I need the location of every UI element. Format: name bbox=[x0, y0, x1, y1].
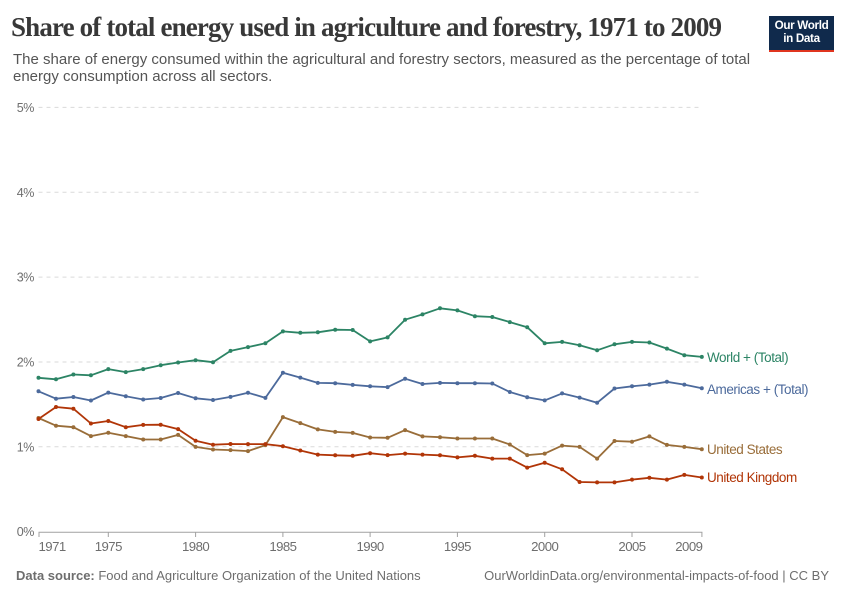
svg-text:2%: 2% bbox=[17, 356, 35, 370]
svg-text:2000: 2000 bbox=[531, 539, 558, 554]
svg-text:1980: 1980 bbox=[182, 539, 209, 554]
svg-text:United States: United States bbox=[707, 442, 783, 457]
svg-text:1990: 1990 bbox=[357, 539, 384, 554]
svg-text:1995: 1995 bbox=[444, 539, 471, 554]
svg-text:4%: 4% bbox=[17, 186, 35, 200]
svg-text:0%: 0% bbox=[17, 525, 35, 539]
svg-text:1975: 1975 bbox=[95, 539, 122, 554]
svg-text:1985: 1985 bbox=[269, 539, 296, 554]
svg-text:3%: 3% bbox=[17, 271, 35, 285]
svg-text:World + (Total): World + (Total) bbox=[707, 350, 788, 365]
svg-text:2005: 2005 bbox=[618, 539, 645, 554]
svg-text:1971: 1971 bbox=[39, 539, 66, 554]
svg-text:1%: 1% bbox=[17, 440, 35, 454]
svg-text:United Kingdom: United Kingdom bbox=[707, 470, 797, 485]
svg-text:Americas + (Total): Americas + (Total) bbox=[707, 382, 808, 397]
svg-text:2009: 2009 bbox=[675, 539, 702, 554]
svg-text:5%: 5% bbox=[17, 101, 35, 115]
